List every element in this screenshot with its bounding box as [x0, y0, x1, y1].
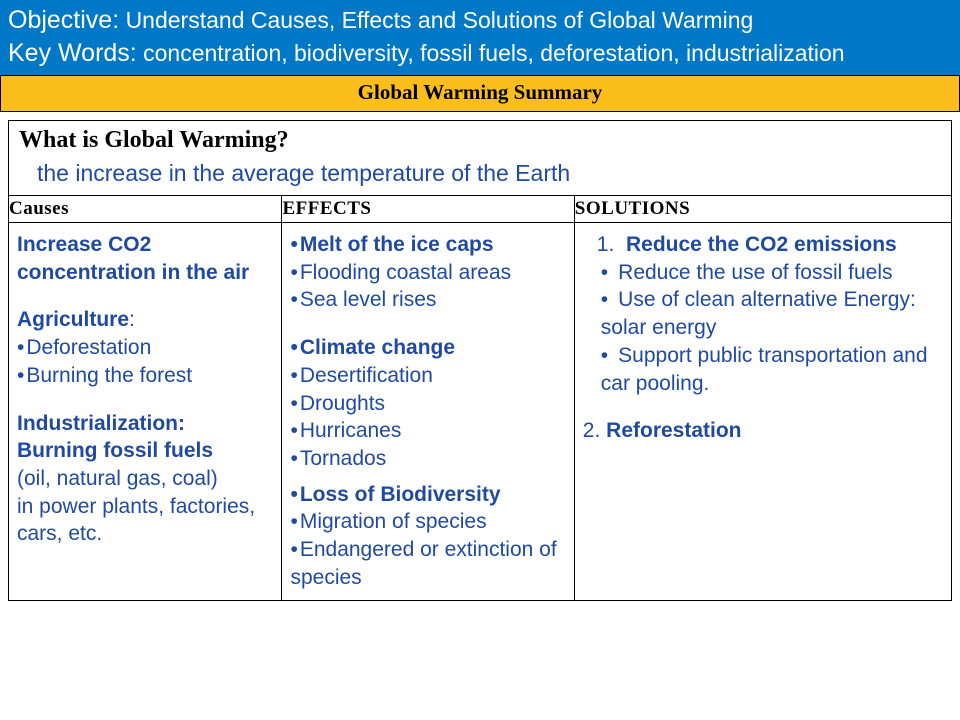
objective-line: Objective: Understand Causes, Effects an…	[8, 4, 952, 37]
list-item: Hurricanes	[290, 417, 567, 445]
effects-group1: Melt of the ice caps Flooding coastal ar…	[290, 231, 567, 314]
list-item: Deforestation	[17, 334, 275, 362]
body-row: Increase CO2 concentration in the air Ag…	[9, 223, 952, 601]
question-row: What is Global Warming? the increase in …	[9, 121, 952, 196]
effects-head: Melt of the ice caps	[290, 231, 567, 259]
industrial-label: Industrialization:	[17, 410, 275, 438]
solution-num: 2.	[583, 419, 601, 442]
banner-title: Global Warming Summary	[0, 75, 960, 112]
effects-head: Loss of Biodiversity	[290, 481, 567, 509]
agriculture-list: Deforestation Burning the forest	[17, 334, 275, 389]
list-item: Droughts	[290, 390, 567, 418]
solution-num: 1.	[597, 233, 615, 256]
solution-2: 2. Reforestation	[583, 417, 945, 445]
objective-text: Understand Causes, Effects and Solutions…	[126, 7, 754, 33]
list-item: Burning the forest	[17, 362, 275, 390]
header-bar: Objective: Understand Causes, Effects an…	[0, 0, 960, 75]
list-item: Endangered or extinction of species	[290, 536, 567, 591]
answer-text: the increase in the average temperature …	[19, 154, 941, 191]
column-headers: Causes EFFECTS SOLUTIONS	[9, 196, 952, 223]
agriculture-label: Agriculture:	[17, 306, 275, 334]
question-text: What is Global Warming?	[19, 127, 941, 154]
industrial-line2: in power plants, factories, cars, etc.	[17, 493, 275, 548]
effects-cell: Melt of the ice caps Flooding coastal ar…	[282, 223, 574, 601]
content-area: What is Global Warming? the increase in …	[0, 112, 960, 601]
keywords-text: concentration, biodiversity, fossil fuel…	[143, 40, 844, 66]
list-item: Tornados	[290, 445, 567, 473]
solutions-cell: 1. Reduce the CO2 emissions Reduce the u…	[574, 223, 951, 601]
causes-cell: Increase CO2 concentration in the air Ag…	[9, 223, 282, 601]
objective-label: Objective:	[8, 6, 119, 34]
industrial-line1: (oil, natural gas, coal)	[17, 465, 275, 493]
list-item: Support public transportation and car po…	[601, 342, 945, 397]
causes-lead: Increase CO2 concentration in the air	[17, 231, 275, 286]
list-item: Migration of species	[290, 508, 567, 536]
effects-head: Climate change	[290, 334, 567, 362]
solution-1: 1. Reduce the CO2 emissions	[583, 231, 945, 259]
list-item: Use of clean alternative Energy: solar e…	[601, 286, 945, 341]
industrial-bold: Burning fossil fuels	[17, 437, 275, 465]
solution-head: Reforestation	[606, 419, 741, 442]
col-solutions: SOLUTIONS	[574, 196, 951, 223]
list-item: Desertification	[290, 362, 567, 390]
effects-group3: Loss of Biodiversity Migration of specie…	[290, 481, 567, 592]
col-causes: Causes	[9, 196, 282, 223]
list-item: Flooding coastal areas	[290, 259, 567, 287]
keywords-label: Key Words:	[8, 39, 137, 67]
col-effects: EFFECTS	[282, 196, 574, 223]
effects-group2: Climate change Desertification Droughts …	[290, 334, 567, 473]
solution-1-list: Reduce the use of fossil fuels Use of cl…	[583, 259, 945, 398]
list-item: Reduce the use of fossil fuels	[601, 259, 945, 287]
keywords-line: Key Words: concentration, biodiversity, …	[8, 37, 952, 70]
summary-table: What is Global Warming? the increase in …	[8, 120, 952, 601]
solution-head: Reduce the CO2 emissions	[626, 233, 897, 256]
list-item: Sea level rises	[290, 286, 567, 314]
